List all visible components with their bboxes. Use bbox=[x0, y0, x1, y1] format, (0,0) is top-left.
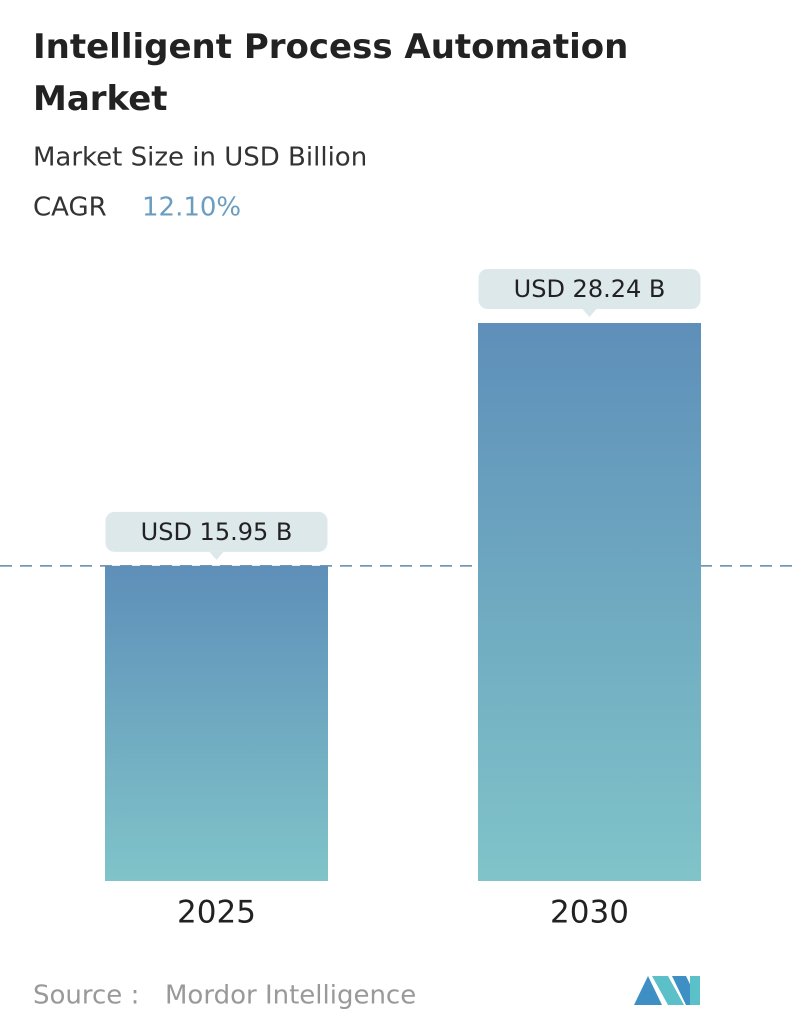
value-label-box bbox=[105, 511, 328, 552]
cagr-value: 12.10% bbox=[142, 193, 241, 223]
chart-title: Intelligent Process Automation Market bbox=[33, 27, 628, 119]
value-label-pointer bbox=[582, 309, 597, 317]
value-label-pointer bbox=[209, 551, 224, 560]
logo bbox=[634, 976, 700, 1005]
x-tick-label: 2025 bbox=[177, 895, 256, 931]
value-label-box bbox=[478, 269, 701, 309]
bar bbox=[105, 565, 328, 881]
bar bbox=[478, 323, 701, 881]
value-label: USD 28.24 B bbox=[514, 275, 666, 303]
source-label: Source : bbox=[33, 981, 139, 1011]
value-label: USD 15.95 B bbox=[141, 518, 293, 546]
cagr-label: CAGR bbox=[33, 193, 107, 223]
source: Mordor Intelligence bbox=[165, 981, 416, 1011]
chart-subtitle: Market Size in USD Billion bbox=[33, 143, 367, 173]
x-tick-label: 2030 bbox=[550, 895, 629, 931]
